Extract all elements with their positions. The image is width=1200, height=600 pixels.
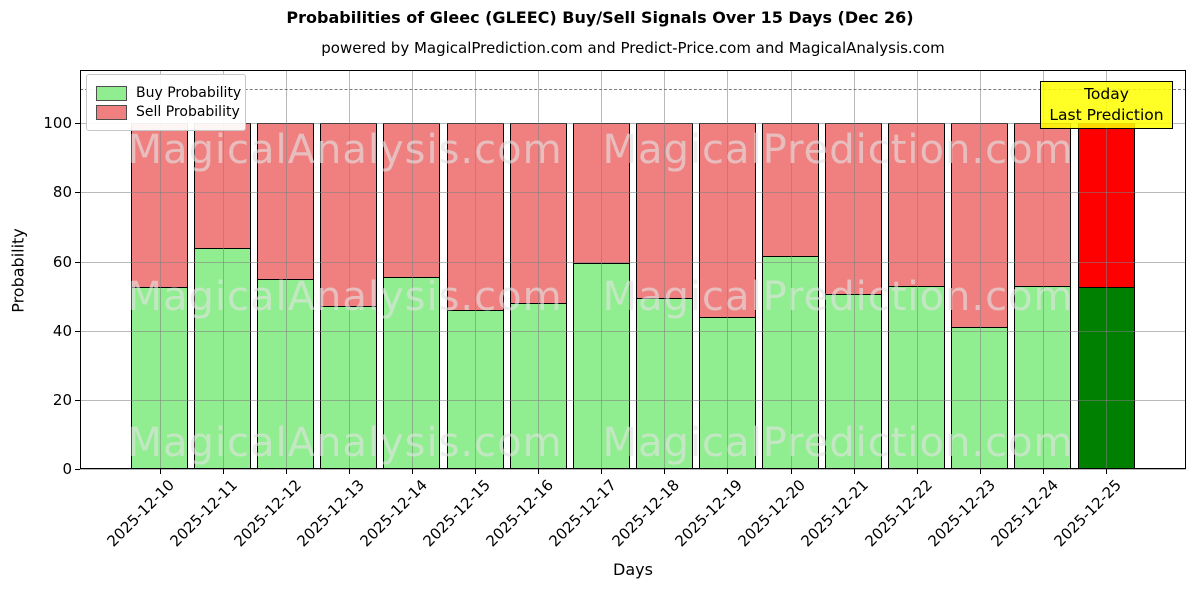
x-axis-label: Days — [613, 560, 653, 579]
chart-title: Probabilities of Gleec (GLEEC) Buy/Sell … — [286, 8, 914, 27]
sell-bar-segment — [951, 123, 1009, 329]
buy-bar-segment — [698, 316, 756, 469]
annotation-line-1: Today — [1084, 85, 1129, 103]
today-annotation: Today Last Prediction — [1040, 81, 1173, 129]
buy-bar-segment — [572, 263, 630, 469]
buy-bar-segment — [1014, 285, 1072, 469]
sell-bar-segment — [888, 123, 946, 287]
legend-label-sell: Sell Probability — [136, 104, 240, 120]
buy-bar-segment — [762, 256, 819, 469]
sell-bar-segment — [131, 123, 188, 289]
sell-bar-segment — [194, 123, 252, 249]
buy-bar-segment — [257, 278, 315, 469]
sell-bar-segment — [572, 123, 630, 265]
sell-bar-segment — [698, 123, 756, 318]
sell-swatch — [96, 104, 127, 120]
legend-item-buy: Buy Probability — [96, 85, 241, 101]
threshold-dashed-line — [80, 88, 1186, 90]
buy-bar-segment — [888, 285, 946, 469]
sell-bar-segment — [635, 123, 693, 299]
buy-bar-segment — [635, 297, 693, 469]
buy-bar-segment — [131, 287, 188, 469]
sell-bar-segment — [1014, 123, 1072, 287]
sell-bar-segment — [257, 123, 315, 280]
buy-swatch — [96, 85, 127, 101]
buy-bar-segment — [383, 277, 441, 469]
buy-bar-segment — [320, 306, 378, 469]
sell-bar-segment — [383, 123, 441, 279]
legend-item-sell: Sell Probability — [96, 104, 240, 120]
sell-bar-segment — [320, 123, 378, 308]
buy-bar-segment — [194, 247, 252, 469]
sell-bar-segment — [446, 123, 504, 311]
legend-label-buy: Buy Probability — [136, 85, 242, 101]
sell-bar-segment — [509, 123, 567, 305]
legend: Buy Probability Sell Probability — [86, 74, 246, 131]
chart-subtitle: powered by MagicalPrediction.com and Pre… — [321, 39, 945, 57]
sell-bar-segment — [762, 123, 819, 258]
buy-bar-segment — [951, 327, 1009, 469]
sell-bar-segment — [1077, 123, 1135, 289]
buy-bar-segment — [825, 294, 883, 469]
sell-bar-segment — [825, 123, 883, 296]
buy-bar-segment — [509, 303, 567, 469]
buy-bar-segment — [446, 309, 504, 469]
annotation-line-2: Last Prediction — [1049, 106, 1164, 124]
buy-bar-segment — [1077, 287, 1135, 469]
